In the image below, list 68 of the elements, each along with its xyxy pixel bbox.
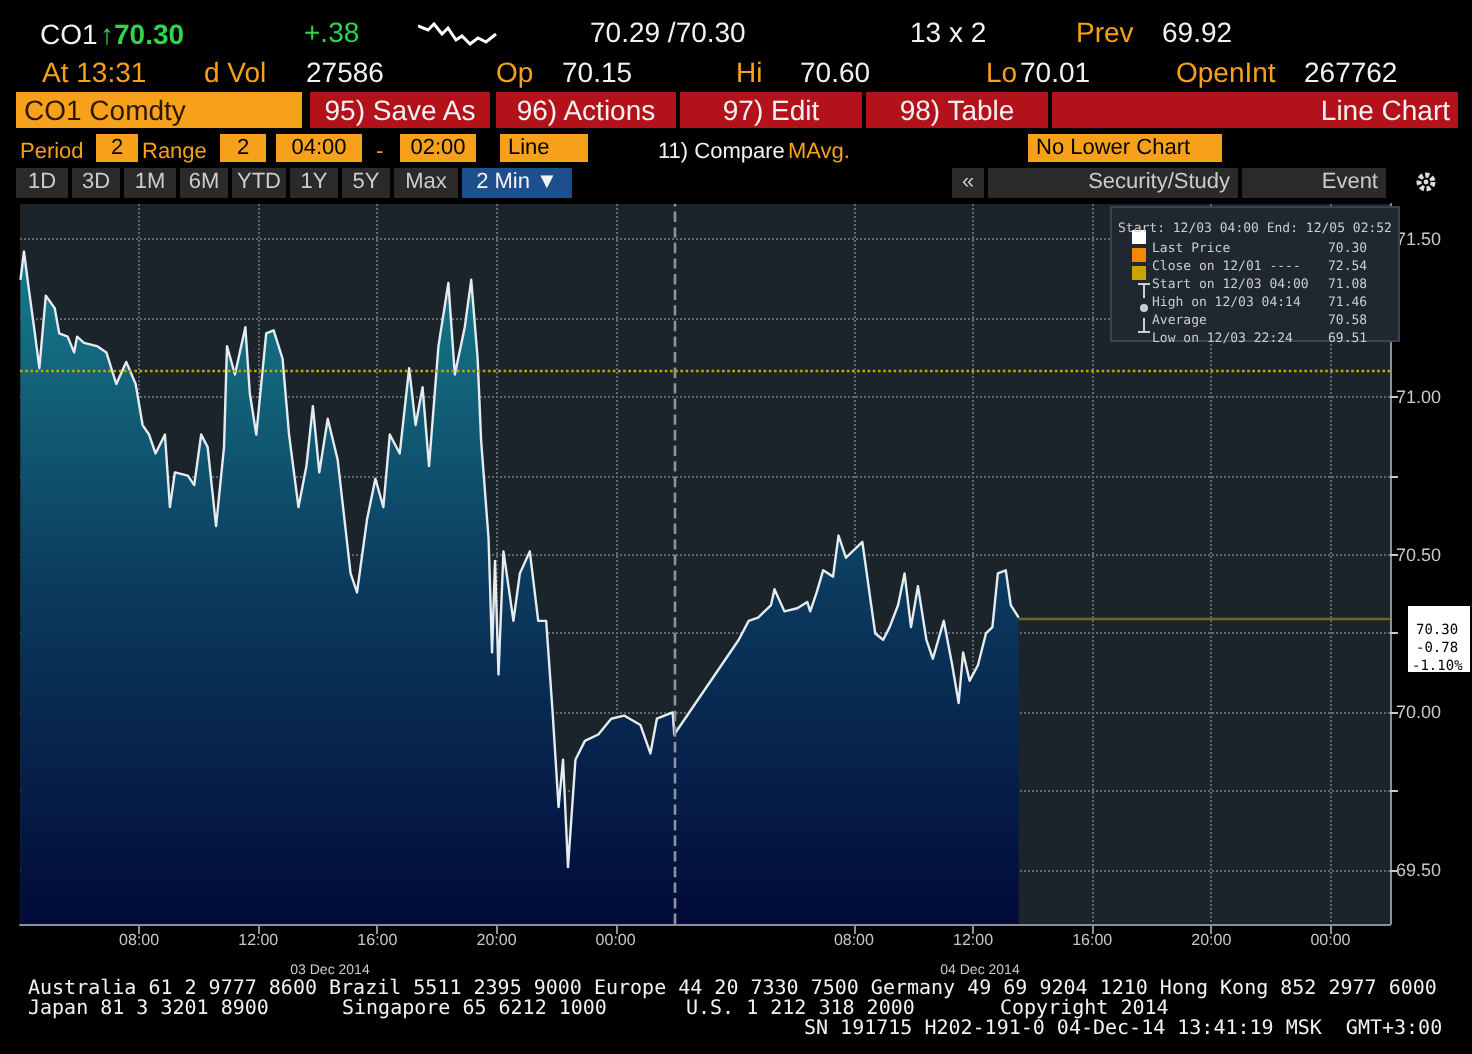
text: Copyright 2014 <box>1000 998 1169 1020</box>
text: 11) Compare <box>658 140 785 164</box>
button: 96) Actions <box>496 92 676 128</box>
button: Event <box>1242 168 1386 198</box>
text: MAvg. <box>788 140 850 164</box>
button: « <box>952 168 984 198</box>
dropdown: Line <box>500 134 588 162</box>
text: 69.92 <box>1162 16 1233 48</box>
button: Max <box>394 168 458 198</box>
button: 6M <box>180 168 228 198</box>
x-tick-label: 08:00 <box>833 931 876 949</box>
button: 5Y <box>342 168 390 198</box>
text: 27586 <box>306 56 384 88</box>
text: Australia 61 2 9777 8600 Brazil 5511 2395 9000 Europe 44 20 7330 7500 Germany 49 69 9204 1210 Hong Kong 852 2977 6000 <box>28 978 1437 1000</box>
button: 1D <box>16 168 68 198</box>
text: Period <box>20 140 84 164</box>
text: d Vol <box>204 56 267 88</box>
field: CO1 Comdty <box>16 92 302 128</box>
x-tick-label: 16:00 <box>357 931 399 949</box>
field: 02:00 <box>400 134 476 162</box>
text: - <box>376 140 384 164</box>
field: 2 <box>220 134 266 162</box>
text: Op <box>496 56 534 88</box>
button: 3D <box>72 168 120 198</box>
x-tick-label: 12:00 <box>953 931 995 949</box>
y-tick-label: 69.50 <box>1396 860 1442 881</box>
x-tick-label: 20:00 <box>1191 931 1233 949</box>
text: Singapore 65 6212 1000 <box>342 998 607 1020</box>
x-tick-label: 00:00 <box>595 931 637 949</box>
dropdown: No Lower Chart <box>1028 134 1222 162</box>
button: 98) Table <box>866 92 1048 128</box>
text: 70.15 <box>562 56 633 88</box>
text: Hi <box>736 56 763 88</box>
button: 95) Save As <box>310 92 490 128</box>
button: Security/Study <box>988 168 1238 198</box>
y-tick-label: 71.50 <box>1396 228 1442 249</box>
text: At 13:31 <box>42 56 147 88</box>
button: 1M <box>124 168 176 198</box>
text: Japan 81 3 3201 8900 <box>28 998 269 1020</box>
text: +.38 <box>304 16 360 48</box>
text: CO1 <box>40 18 98 50</box>
text: 70.60 <box>800 56 871 88</box>
field: 2 <box>96 134 138 162</box>
text: Range <box>142 140 207 164</box>
text: 70.29 /70.30 <box>590 16 746 48</box>
button: Line Chart <box>1052 92 1458 128</box>
text: 13 x 2 <box>910 16 987 48</box>
y-tick-label: 70.50 <box>1396 544 1442 565</box>
text: 70.01 <box>1020 56 1091 88</box>
text: OpenInt <box>1176 56 1276 88</box>
y-tick-label: 71.00 <box>1396 386 1442 407</box>
x-tick-label: 00:00 <box>1310 931 1352 949</box>
x-tick-label: 20:00 <box>476 931 518 949</box>
text: 267762 <box>1304 56 1398 88</box>
x-tick-label: 08:00 <box>119 931 161 949</box>
text: Prev <box>1076 16 1134 48</box>
text: ↑70.30 <box>100 18 185 50</box>
text: SN 191715 H202-191-0 04-Dec-14 13:41:19 MSK GMT+3:00 <box>804 1018 1443 1040</box>
field: 04:00 <box>276 134 362 162</box>
button: 1Y <box>290 168 338 198</box>
text: U.S. 1 212 318 2000 <box>686 998 915 1020</box>
button: 2 Min ▼ <box>462 168 572 198</box>
y-tick-label: 70.00 <box>1396 702 1442 723</box>
x-tick-label: 16:00 <box>1072 931 1114 949</box>
button: YTD <box>232 168 286 198</box>
x-tick-label: 12:00 <box>238 931 280 949</box>
button: 97) Edit <box>680 92 862 128</box>
text: Lo <box>986 56 1018 88</box>
